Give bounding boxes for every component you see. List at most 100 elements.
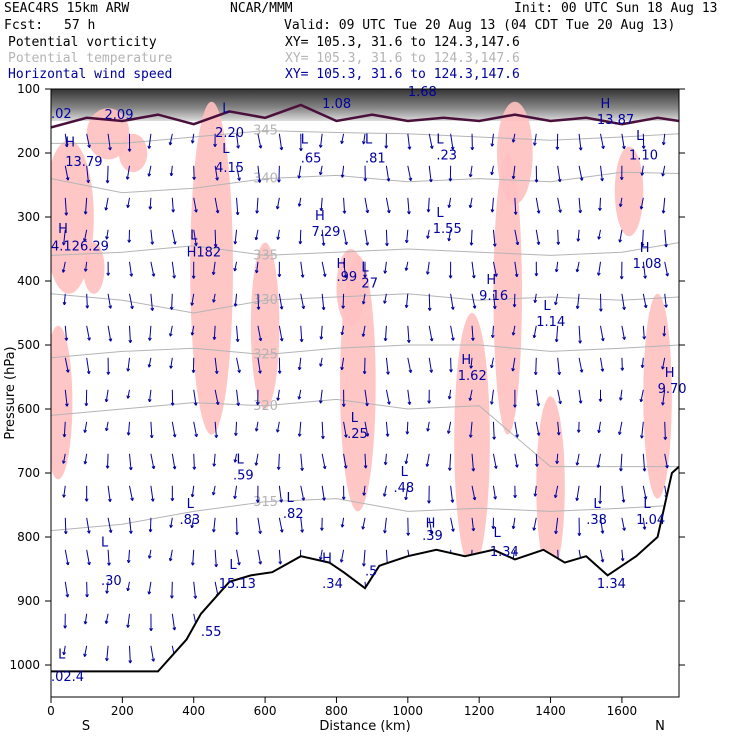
left-endpoint-label: S (82, 719, 90, 734)
wind-arrow (236, 549, 240, 566)
wind-arrow (63, 485, 66, 498)
wind-arrow-head (383, 337, 388, 342)
wind-arrow (621, 549, 624, 561)
wind-arrow (600, 517, 604, 534)
wind-arrow (621, 133, 625, 149)
wind-arrow-head (61, 460, 66, 464)
pv-annotation: L (237, 452, 245, 467)
wind-arrow-head (126, 432, 131, 436)
wind-arrow-head (344, 434, 348, 438)
wind-arrow-head (491, 525, 496, 530)
wind-arrow-head (450, 499, 455, 503)
wind-arrow-head (149, 627, 153, 632)
wind-arrow-head (65, 561, 70, 566)
wind-arrow-head (490, 334, 495, 339)
wind-arrow-head (254, 428, 259, 432)
wind-arrow-head (255, 401, 260, 405)
wind-arrow (300, 293, 305, 309)
y-tick-label: 1000 (9, 658, 40, 672)
wind-arrow (512, 517, 516, 529)
wind-arrow (535, 229, 540, 245)
wind-arrow-head (105, 180, 110, 184)
wind-arrow-head (468, 397, 473, 401)
pv-annotation: 1.34 (597, 577, 626, 592)
wind-arrow-head (405, 431, 410, 435)
terrain-fill (51, 466, 679, 697)
wind-arrow-head (258, 145, 263, 149)
wind-arrow-head (147, 364, 152, 368)
wind-arrow-head (104, 620, 109, 624)
wind-arrow (107, 549, 110, 566)
pv-annotation: 1.14 (536, 315, 565, 330)
wind-arrow (278, 549, 281, 565)
wind-arrow-head (407, 401, 412, 405)
wind-arrow-head (642, 526, 647, 530)
wind-arrow (663, 133, 666, 145)
wind-arrow-head (386, 371, 390, 375)
wind-arrow-head (319, 207, 324, 212)
wind-arrow (641, 421, 644, 439)
wind-arrow-head (578, 209, 583, 214)
wind-arrow (385, 229, 388, 246)
wind-arrow-head (300, 529, 304, 533)
wind-arrow-head (257, 179, 262, 183)
shade-region (454, 313, 490, 569)
wind-arrow-head (661, 141, 666, 146)
wind-arrow-head (107, 562, 111, 566)
wind-arrow-head (471, 337, 475, 341)
wind-arrow (512, 357, 516, 372)
wind-arrow-head (193, 595, 198, 599)
wind-arrow (214, 357, 218, 374)
wind-arrow-head (361, 141, 366, 145)
wind-arrow (278, 325, 283, 342)
terrain-line (51, 465, 679, 673)
wind-arrow-head (447, 396, 452, 400)
wind-arrow-head (532, 142, 537, 146)
pv-annotation: .39 (422, 529, 443, 544)
wind-arrow (214, 421, 217, 438)
x-tick-label: 1200 (464, 704, 495, 718)
wind-arrow (642, 485, 647, 500)
wind-arrow (578, 197, 581, 213)
wind-arrow (320, 197, 323, 211)
pv-annotation: 9.70 (658, 382, 687, 397)
field-theta-xy: XY= 105.3, 31.6 to 124.3,147.6 (285, 51, 520, 66)
wind-arrow-head (617, 431, 622, 435)
wind-arrow (64, 389, 68, 407)
wind-arrow-head (429, 369, 434, 373)
y-tick-label: 900 (17, 594, 40, 608)
wind-arrow-head (536, 403, 541, 407)
wind-arrow (321, 229, 325, 246)
wind-arrow-head (471, 468, 476, 472)
wind-arrow-head (318, 171, 323, 176)
wind-arrow-head (490, 364, 494, 369)
wind-arrow (384, 325, 387, 341)
wind-arrow-head (299, 147, 303, 152)
wind-arrow-head (147, 591, 152, 595)
wind-arrow (514, 197, 517, 215)
wind-arrow (447, 421, 452, 434)
wind-arrow (148, 165, 152, 177)
wind-arrow (193, 229, 197, 246)
wind-arrow-head (64, 143, 69, 148)
wind-arrow-head (64, 337, 69, 341)
wind-arrow (106, 645, 109, 661)
wind-arrow (106, 453, 109, 469)
wind-arrow-head (255, 210, 259, 214)
wind-arrow-head (106, 371, 111, 375)
wind-arrow (148, 581, 152, 595)
pv-annotation: .30 (101, 574, 122, 589)
wind-arrow-head (407, 339, 411, 343)
wind-arrow-head (215, 177, 219, 181)
shade-region (643, 293, 672, 499)
wind-arrow-head (598, 500, 602, 504)
wind-arrow-head (191, 369, 196, 373)
shade-region (190, 101, 233, 435)
wind-arrow (385, 357, 389, 375)
wind-arrow (492, 453, 497, 469)
wind-arrow-head (622, 145, 626, 150)
wind-arrow-head (235, 211, 240, 216)
wind-arrow (597, 453, 601, 468)
wind-arrow (426, 261, 430, 275)
wind-arrow-head (147, 145, 152, 149)
